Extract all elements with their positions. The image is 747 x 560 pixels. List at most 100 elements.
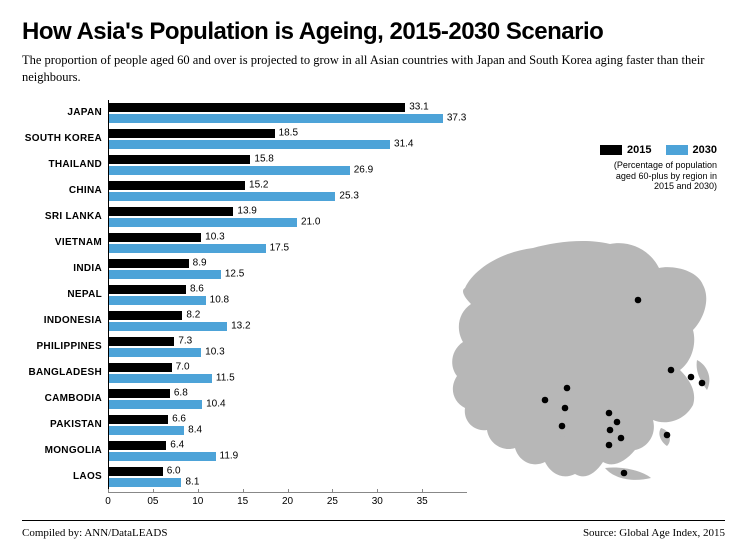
bar-value-2015: 10.3: [201, 232, 224, 243]
bar-value-2030: 31.4: [390, 139, 413, 150]
bar-value-2030: 12.5: [221, 269, 244, 280]
bar-value-2015: 6.8: [170, 388, 188, 399]
category-label: JAPAN: [22, 100, 108, 126]
legend-label-2015: 2015: [627, 144, 651, 156]
chart-title: How Asia's Population is Ageing, 2015-20…: [22, 18, 725, 46]
bar-2015: 6.8: [109, 389, 170, 398]
legend-label-2030: 2030: [693, 144, 717, 156]
bar-2030: 11.9: [109, 452, 216, 461]
bar-2015: 8.9: [109, 259, 189, 268]
bar-2030: 10.3: [109, 348, 201, 357]
chart-row: SOUTH KOREA18.5 31.4: [22, 126, 467, 152]
bar-2030: 12.5: [109, 270, 221, 279]
x-axis-ticks: 005101520253035: [108, 492, 467, 508]
category-label: VIETNAM: [22, 230, 108, 256]
bar-value-2030: 11.5: [212, 373, 235, 384]
map-dot: [564, 384, 571, 391]
bar-value-2030: 10.8: [206, 295, 229, 306]
bars-cell: 18.5 31.4: [108, 126, 467, 152]
bar-value-2015: 6.0: [163, 466, 181, 477]
legend-note: (Percentage of population aged 60-plus b…: [600, 160, 717, 192]
legend-item-2015: 2015: [600, 144, 651, 156]
map-dot: [559, 422, 566, 429]
map-dot: [614, 418, 621, 425]
bars-cell: 8.610.8: [108, 282, 467, 308]
bar-value-2015: 8.9: [189, 258, 207, 269]
category-label: SOUTH KOREA: [22, 126, 108, 152]
map-dot: [618, 434, 625, 441]
chart-row: BANGLADESH7.011.5: [22, 360, 467, 386]
bar-2015: 15.2: [109, 181, 245, 190]
bar-value-2030: 13.2: [227, 321, 250, 332]
bar-2015: 8.6: [109, 285, 186, 294]
bar-value-2015: 7.0: [172, 362, 190, 373]
swatch-2030: [666, 145, 688, 155]
bar-value-2015: 15.8: [250, 154, 273, 165]
map-dot: [606, 441, 613, 448]
map-dot: [562, 404, 569, 411]
bar-2015: 15.8: [109, 155, 250, 164]
bar-2030: 10.8: [109, 296, 206, 305]
bar-2030: 31.4: [109, 140, 390, 149]
category-label: CAMBODIA: [22, 386, 108, 412]
map-dot: [635, 296, 642, 303]
bar-value-2030: 37.3: [443, 113, 466, 124]
bar-2030: 17.5: [109, 244, 266, 253]
bar-2015: 13.9: [109, 207, 233, 216]
tick-label: 35: [417, 496, 428, 507]
bar-2015: 6.6: [109, 415, 168, 424]
infographic-container: How Asia's Population is Ageing, 2015-20…: [0, 0, 747, 549]
tick-label: 0: [105, 496, 111, 507]
bar-value-2030: 26.9: [350, 165, 373, 176]
chart-row: CHINA15.2 25.3: [22, 178, 467, 204]
map-dot: [621, 469, 628, 476]
category-label: THAILAND: [22, 152, 108, 178]
chart-row: PAKISTAN6.68.4: [22, 412, 467, 438]
map-landmass: [452, 241, 709, 480]
chart-row: MONGOLIA6.411.9: [22, 438, 467, 464]
map-dot: [664, 431, 671, 438]
bar-2030: 8.1: [109, 478, 181, 487]
bar-2015: 7.0: [109, 363, 172, 372]
bar-2015: 10.3: [109, 233, 201, 242]
tick-label: 05: [147, 496, 158, 507]
bar-value-2015: 8.6: [186, 284, 204, 295]
tick-label: 20: [282, 496, 293, 507]
bar-2015: 6.4: [109, 441, 166, 450]
bar-2030: 37.3: [109, 114, 443, 123]
bar-2030: 25.3: [109, 192, 335, 201]
map-dot: [542, 396, 549, 403]
bars-cell: 8.2 13.2: [108, 308, 467, 334]
category-label: CHINA: [22, 178, 108, 204]
bars-cell: 7.0 11.5: [108, 360, 467, 386]
bars-cell: 15.826.9: [108, 152, 467, 178]
chart-row: CAMBODIA6.810.4: [22, 386, 467, 412]
bar-value-2015: 6.6: [168, 414, 186, 425]
map-dot: [668, 366, 675, 373]
bar-value-2030: 11.9: [216, 451, 239, 462]
category-label: PHILIPPINES: [22, 334, 108, 360]
bars-cell: 33.137.3: [108, 100, 467, 126]
category-label: INDONESIA: [22, 308, 108, 334]
bar-2030: 26.9: [109, 166, 350, 175]
bar-2030: 10.4: [109, 400, 202, 409]
category-label: BANGLADESH: [22, 360, 108, 386]
bars-cell: 7.310.3: [108, 334, 467, 360]
bar-value-2015: 7.3: [174, 336, 192, 347]
category-label: SRI LANKA: [22, 204, 108, 230]
bar-value-2030: 17.5: [266, 243, 289, 254]
bar-2015: 18.5: [109, 129, 275, 138]
category-label: INDIA: [22, 256, 108, 282]
bar-value-2015: 8.2: [182, 310, 200, 321]
bars-cell: 6.68.4: [108, 412, 467, 438]
map-dot: [607, 426, 614, 433]
chart-subtitle: The proportion of people aged 60 and ove…: [22, 52, 725, 86]
bar-chart: JAPAN33.137.3SOUTH KOREA18.531.4THAILAND…: [22, 100, 467, 508]
category-label: PAKISTAN: [22, 412, 108, 438]
chart-row: INDONESIA 8.2 13.2: [22, 308, 467, 334]
tick-label: 15: [237, 496, 248, 507]
bars-cell: 10.317.5: [108, 230, 467, 256]
bar-value-2015: 6.4: [166, 440, 184, 451]
chart-row: INDIA8.912.5: [22, 256, 467, 282]
bars-cell: 15.2 25.3: [108, 178, 467, 204]
